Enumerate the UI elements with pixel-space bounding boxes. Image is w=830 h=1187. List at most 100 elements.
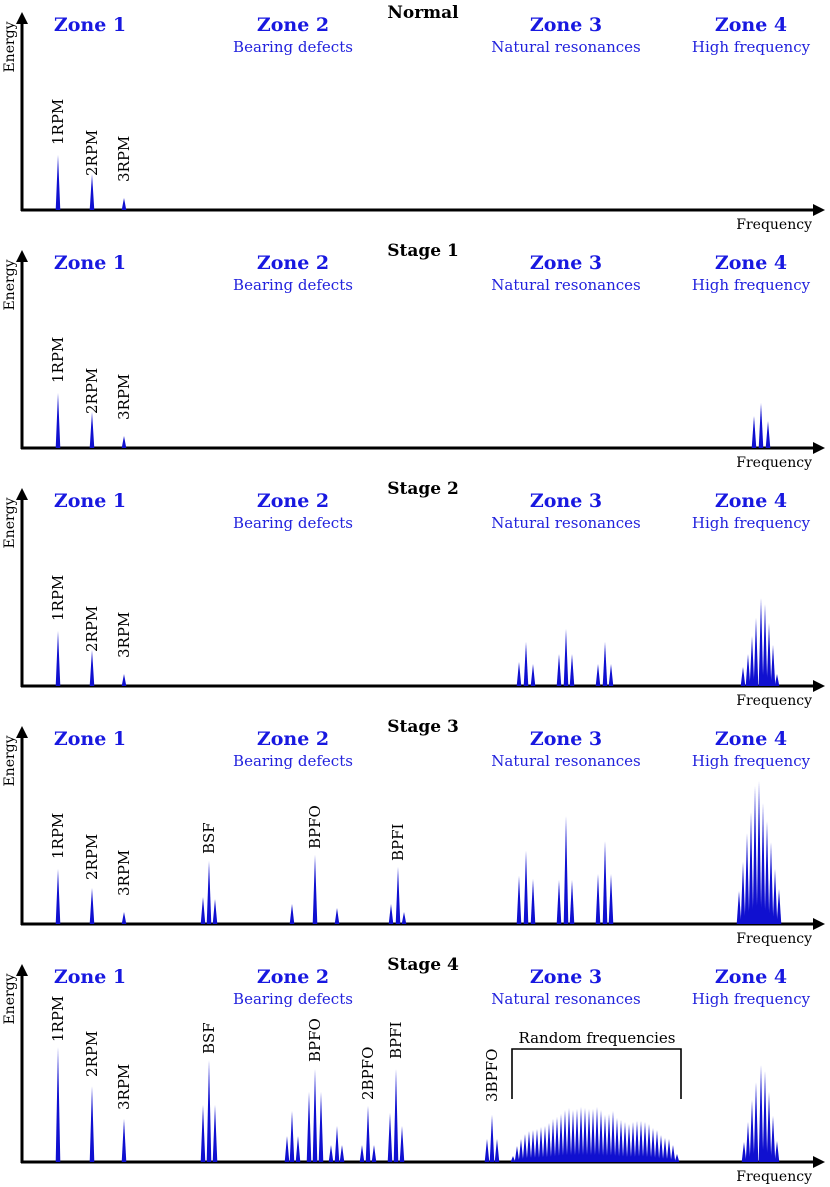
spectrum-peak [489,1115,495,1162]
spectrum-peak [334,1126,340,1162]
zone-title: Zone 3 [530,728,602,750]
spectrum-peak [749,1100,755,1162]
spectrum-peak [121,674,127,686]
x-axis-label: Frequency [736,217,812,233]
spectrum-peak [563,629,569,686]
panel-stage-3: Stage 3 Zone 1 Zone 2 Bearing defects Zone 3… [2,717,825,947]
spectrum-peak [514,1146,520,1162]
spectrum-peak [745,654,751,686]
y-axis-arrow-icon [16,488,28,500]
spectrum-peak [89,174,95,210]
y-axis-label: Energy [2,21,18,72]
spectrum-peak [766,623,772,686]
spectrum-peak [610,1111,616,1162]
zone-title: Zone 3 [530,490,602,512]
panel-stage-2: Stage 2 Zone 1 Zone 2 Bearing defects Zone 3… [2,479,825,709]
spectrum-peak [569,880,575,924]
spectrum-peak [526,1131,532,1162]
spectrum-peak [650,1128,656,1162]
x-axis-label: Frequency [736,931,812,947]
peak-label-2rpm: 2RPM [83,606,101,652]
zone-title: Zone 4 [715,966,787,988]
x-axis-label: Frequency [736,1169,812,1185]
spectrum-peak [556,880,562,924]
spectrum-peak [206,1060,212,1162]
peak-label-bsf: BSF [200,822,218,854]
panel-stage-1: Stage 1 Zone 1 Zone 2 Bearing defects Zone 3… [2,241,825,471]
spectrum-peak [608,664,614,686]
spectrum-peak [594,1107,600,1162]
spectrum-peak [770,1116,776,1162]
spectrum-peak [662,1138,668,1162]
spectrum-peak [772,869,778,924]
spectrum-peak [618,1120,624,1162]
spectrum-peak [626,1124,632,1162]
spectrum-peak [602,841,608,924]
peak-label-2rpm: 2RPM [83,130,101,176]
spectrum-peak [762,1071,768,1162]
spectrum-peak [630,1122,636,1162]
zone-subtitle: Bearing defects [233,990,353,1008]
spectrum-peak [748,812,754,924]
spectrum-peak [401,912,407,924]
spectrum-peak [523,851,529,924]
spectrum-peak [365,1106,371,1162]
spectrum-peak [121,436,127,448]
spectrum-peak [562,1110,568,1162]
spectrum-peak [634,1121,640,1162]
spectrum-peak [770,645,776,686]
y-axis-arrow-icon [16,964,28,976]
spectrum-peak [762,604,768,686]
spectrum-peak [578,1107,584,1162]
panel-stage-4: Stage 4 Zone 1 Zone 2 Bearing defects Zone 3… [2,955,825,1185]
spectrum-peak [518,1139,524,1162]
spectrum-peak [89,888,95,924]
spectrum-peak [758,403,764,448]
x-axis-arrow-icon [813,204,825,216]
spectrum-peak [569,654,575,686]
zone-subtitle: Bearing defects [233,38,353,56]
spectrum-peak [55,155,61,210]
spectrum-peak [484,1139,490,1162]
spectrum-peak [766,1092,772,1162]
spectrum-peak [760,803,766,924]
spectrum-peak [328,1145,334,1162]
spectrum-peak [666,1139,672,1162]
spectrum-peak [745,1122,751,1162]
peak-label-1rpm: 1RPM [49,337,67,383]
zone-subtitle: Bearing defects [233,752,353,770]
spectrum-peak [642,1122,648,1162]
spectrum-peak [622,1122,628,1162]
spectrum-peak [658,1135,664,1162]
peak-label-bpfo: BPFO [306,805,324,849]
spectrum-peak [740,667,746,686]
random-frequencies-label: Random frequencies [518,1029,675,1047]
zone-subtitle: High frequency [692,990,811,1008]
spectrum-peak [55,631,61,686]
spectrum-peak [55,869,61,924]
x-axis-arrow-icon [813,918,825,930]
spectrum-peak [758,598,764,686]
x-axis-arrow-icon [813,442,825,454]
spectrum-peak [756,781,762,924]
spectrum-peak [121,198,127,210]
y-axis-arrow-icon [16,250,28,262]
spectrum-peak [212,899,218,924]
spectrum-peak [395,867,401,924]
spectrum-peak [776,889,782,924]
spectrum-peak [522,1134,528,1162]
spectrum-peak [121,1119,127,1162]
spectrum-peak [582,1108,588,1162]
spectrum-peak [570,1110,576,1162]
spectrum-peak [546,1123,552,1162]
zone-title: Zone 2 [257,728,329,750]
peak-label-2bpfo: 2BPFO [359,1047,377,1100]
peak-label-3rpm: 3RPM [115,374,133,420]
y-axis-arrow-icon [16,726,28,738]
spectrum-peak [393,1069,399,1162]
spectrum-peak [741,1142,747,1162]
panel-title: Normal [387,3,459,23]
peak-label-1rpm: 1RPM [49,99,67,145]
spectrum-peak [606,1114,612,1162]
zone-title: Zone 4 [715,728,787,750]
